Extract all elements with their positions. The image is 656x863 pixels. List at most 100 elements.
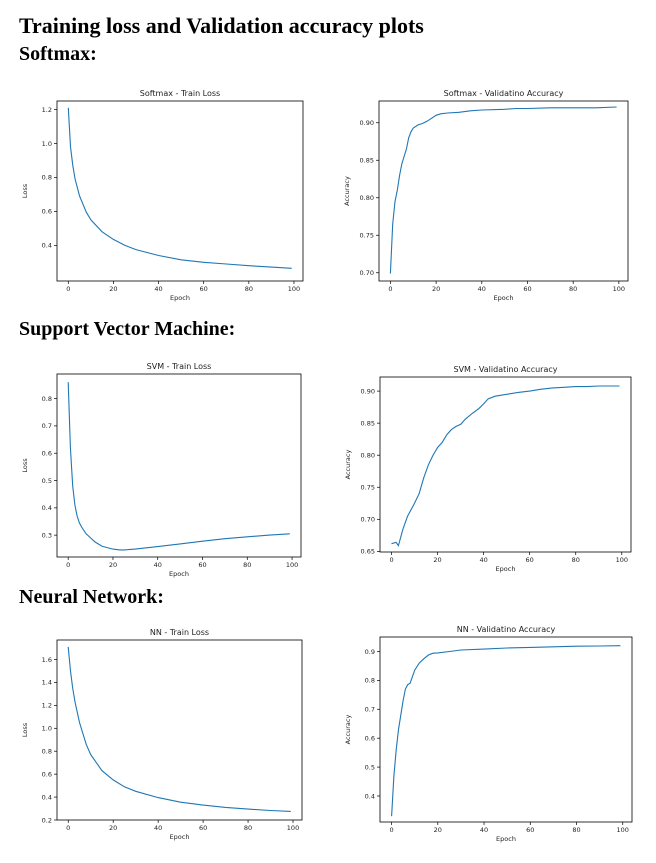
softmax-train-loss-title: Softmax - Train Loss	[140, 89, 220, 98]
softmax-train-loss-y-axis-label: Loss	[21, 183, 29, 198]
y-tick-label: 0.4	[42, 504, 52, 512]
y-tick-label: 0.5	[365, 763, 375, 771]
svm-validation-accuracy-series-line	[391, 385, 620, 547]
y-tick-label: 0.70	[361, 516, 375, 524]
y-tick-label: 0.6	[42, 450, 52, 458]
x-tick-label: 100	[287, 824, 299, 832]
y-tick-label: 0.85	[361, 419, 375, 427]
x-tick-label: 0	[66, 824, 70, 832]
y-tick-label: 0.75	[360, 232, 374, 240]
svm-train-loss-chart: SVM - Train Loss 0 20 40 60 80 100 0.3 0.4 0.5 0.6…	[21, 362, 302, 578]
y-tick-label: 0.85	[360, 157, 374, 165]
svm-train-loss-y-axis-label: Loss	[21, 458, 29, 473]
document-title: Training loss and Validation accuracy pl…	[19, 13, 424, 38]
svm-train-loss-title: SVM - Train Loss	[147, 362, 212, 371]
y-tick-label: 0.2	[42, 816, 52, 824]
y-tick-label: 0.8	[42, 395, 52, 403]
svm-train-loss-x-axis-label: Epoch	[169, 570, 189, 578]
x-tick-label: 100	[613, 285, 625, 293]
x-tick-label: 40	[480, 826, 488, 834]
x-tick-label: 40	[154, 285, 162, 293]
nn-train-loss-series-line	[67, 646, 291, 812]
y-tick-label: 0.4	[42, 242, 52, 250]
y-tick-label: 0.80	[360, 194, 374, 202]
softmax-validation-accuracy-series-line	[389, 106, 617, 274]
svm-train-loss-plot-frame	[56, 373, 302, 558]
x-tick-label: 40	[154, 824, 162, 832]
x-tick-label: 100	[288, 285, 300, 293]
y-tick-label: 1.6	[42, 656, 52, 664]
nn-validation-accuracy-x-axis-label: Epoch	[496, 835, 516, 843]
y-tick-label: 0.8	[42, 748, 52, 756]
softmax-validation-accuracy-chart: Softmax - Validatino Accuracy 0 20 40 60 80 10…	[343, 89, 629, 302]
nn-validation-accuracy-chart: NN - Validatino Accuracy 0 20 40 60 80 100 0.4 0…	[344, 625, 633, 843]
y-tick-label: 0.4	[365, 792, 375, 800]
x-tick-label: 20	[433, 556, 441, 564]
softmax-validation-accuracy-x-axis-label: Epoch	[494, 294, 514, 302]
nn-train-loss-y-axis-label: Loss	[21, 722, 29, 737]
y-tick-label: 0.8	[42, 174, 52, 182]
y-tick-label: 0.80	[361, 452, 375, 460]
y-tick-label: 0.7	[42, 422, 52, 430]
x-tick-label: 80	[569, 285, 577, 293]
x-tick-label: 60	[199, 824, 207, 832]
svm-validation-accuracy-x-axis-label: Epoch	[496, 565, 516, 573]
nn-validation-accuracy-series-line	[391, 645, 621, 817]
x-tick-label: 40	[154, 561, 162, 569]
x-tick-label: 80	[572, 826, 580, 834]
nn-train-loss-chart: NN - Train Loss 0 20 40 60 80 100 0.2 0.4 0.6 0.8 1…	[21, 628, 303, 841]
y-tick-label: 0.6	[42, 770, 52, 778]
softmax-validation-accuracy-plot-frame	[378, 100, 629, 282]
nn-train-loss-plot-frame	[56, 639, 303, 821]
x-tick-label: 80	[243, 561, 251, 569]
y-tick-label: 0.75	[361, 484, 375, 492]
nn-validation-accuracy-y-axis-label: Accuracy	[344, 715, 352, 745]
softmax-train-loss-series-line	[67, 107, 292, 269]
y-tick-label: 0.7	[365, 706, 375, 714]
x-tick-label: 0	[389, 826, 393, 834]
svm-validation-accuracy-plot-frame	[379, 376, 632, 553]
softmax-validation-accuracy-y-axis-label: Accuracy	[343, 176, 351, 206]
x-tick-label: 80	[572, 556, 580, 564]
x-tick-label: 40	[478, 285, 486, 293]
softmax-train-loss-chart: Softmax - Train Loss 0 20 40 60 80 100 0.4 0.6 0.…	[21, 89, 304, 302]
svm-validation-accuracy-title: SVM - Validatino Accuracy	[454, 365, 558, 374]
svm-validation-accuracy-y-axis-label: Accuracy	[344, 450, 352, 480]
x-tick-label: 60	[526, 556, 534, 564]
y-tick-label: 0.70	[360, 269, 374, 277]
y-tick-label: 1.0	[42, 725, 52, 733]
nn-validation-accuracy-plot-frame	[379, 636, 633, 823]
softmax-train-loss-plot-frame	[56, 100, 304, 282]
y-tick-label: 0.65	[361, 548, 375, 556]
y-tick-label: 0.5	[42, 477, 52, 485]
y-tick-label: 1.0	[42, 140, 52, 148]
x-tick-label: 0	[66, 285, 70, 293]
y-tick-label: 0.6	[42, 208, 52, 216]
nn-train-loss-x-axis-label: Epoch	[170, 833, 190, 841]
svm-validation-accuracy-chart: SVM - Validatino Accuracy 0 20 40 60 80 100 0.6…	[344, 365, 632, 573]
softmax-validation-accuracy-title: Softmax - Validatino Accuracy	[444, 89, 564, 98]
y-tick-label: 0.9	[365, 648, 375, 656]
y-tick-label: 0.4	[42, 793, 52, 801]
x-tick-label: 80	[245, 285, 253, 293]
y-tick-label: 0.90	[361, 387, 375, 395]
x-tick-label: 40	[479, 556, 487, 564]
nn-validation-accuracy-title: NN - Validatino Accuracy	[457, 625, 556, 634]
x-tick-label: 60	[523, 285, 531, 293]
softmax-train-loss-x-axis-label: Epoch	[170, 294, 190, 302]
y-tick-label: 1.4	[42, 679, 52, 687]
x-tick-label: 0	[388, 285, 392, 293]
x-tick-label: 0	[66, 561, 70, 569]
y-tick-label: 0.90	[360, 119, 374, 127]
y-tick-label: 1.2	[42, 702, 52, 710]
x-tick-label: 0	[389, 556, 393, 564]
x-tick-label: 80	[244, 824, 252, 832]
section-heading-softmax: Softmax:	[19, 43, 97, 65]
x-tick-label: 100	[617, 826, 629, 834]
x-tick-label: 20	[109, 561, 117, 569]
y-tick-label: 0.3	[42, 531, 52, 539]
nn-train-loss-title: NN - Train Loss	[150, 628, 209, 637]
section-heading-svm: Support Vector Machine:	[19, 318, 236, 340]
x-tick-label: 20	[109, 824, 117, 832]
x-tick-label: 100	[616, 556, 628, 564]
